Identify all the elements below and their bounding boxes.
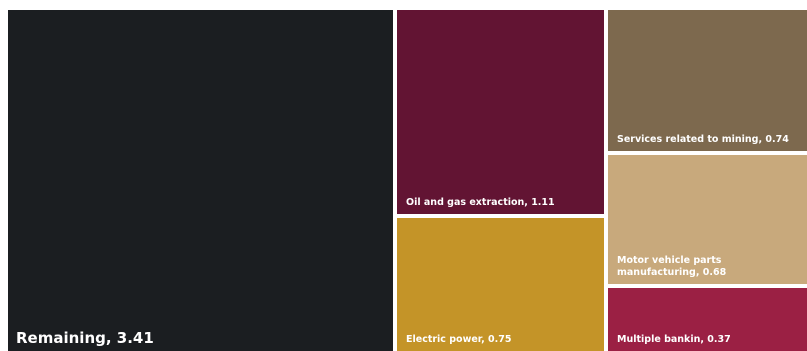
- tile-remaining: Remaining, 3.41: [8, 10, 393, 351]
- tile-services-related-to-mining-label: Services related to mining, 0.74: [617, 134, 789, 145]
- tile-multiple-bankin-label: Multiple bankin, 0.37: [617, 334, 731, 345]
- tile-multiple-bankin: Multiple bankin, 0.37: [608, 288, 807, 351]
- tile-electric-power-label: Electric power, 0.75: [406, 334, 512, 345]
- tile-oil-and-gas-extraction: Oil and gas extraction, 1.11: [397, 10, 604, 214]
- tile-motor-vehicle-parts-manufacturing-label: Motor vehicle parts manufacturing, 0.68: [617, 255, 727, 278]
- tile-remaining-label: Remaining, 3.41: [16, 329, 154, 347]
- tile-services-related-to-mining: Services related to mining, 0.74: [608, 10, 807, 151]
- tile-motor-vehicle-parts-manufacturing: Motor vehicle parts manufacturing, 0.68: [608, 155, 807, 284]
- tile-electric-power: Electric power, 0.75: [397, 218, 604, 351]
- tile-oil-and-gas-extraction-label: Oil and gas extraction, 1.11: [406, 197, 555, 208]
